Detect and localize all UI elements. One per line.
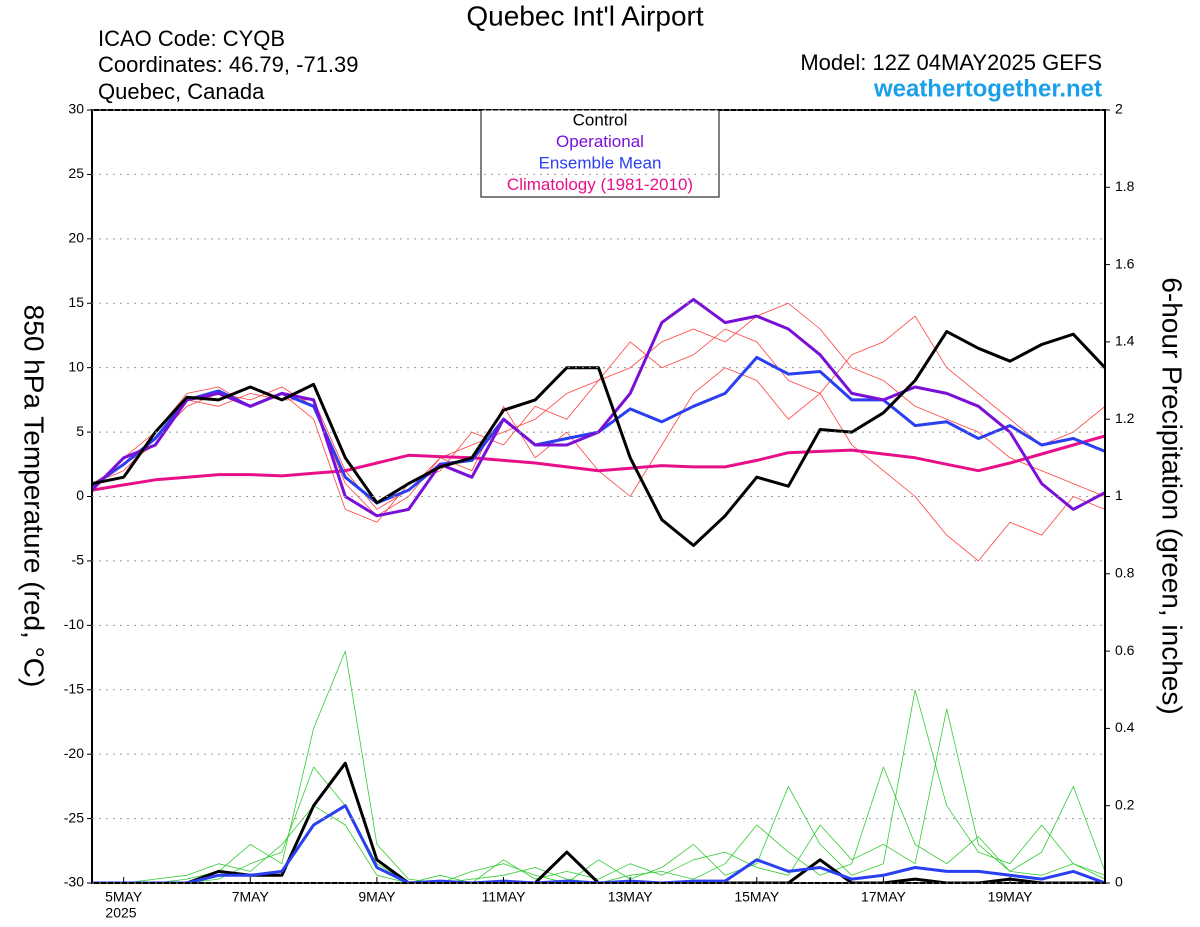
x-tick-label: 15MAY	[734, 889, 780, 905]
y2-tick-label: 2	[1115, 101, 1123, 117]
y2-axis-title: 6-hour Precipitation (green, inches)	[1157, 277, 1188, 714]
legend-entry: Control	[573, 110, 628, 129]
y2-tick-label: 1.6	[1115, 255, 1135, 271]
y-tick-label: -10	[64, 616, 84, 632]
member-line	[92, 315, 1105, 523]
chart-title: Quebec Int'l Airport	[466, 0, 703, 31]
y-tick-label: -25	[64, 809, 84, 825]
y-tick-label: 5	[76, 423, 84, 439]
legend-entry: Ensemble Mean	[539, 153, 662, 172]
legend-entry: Operational	[556, 132, 644, 151]
series-line	[92, 330, 1105, 547]
y-tick-label: 25	[68, 165, 84, 181]
x-tick-label: 9MAY	[358, 889, 396, 905]
series-line	[92, 761, 1105, 883]
legend-entry: Climatology (1981-2010)	[507, 175, 693, 194]
series-line	[92, 297, 1105, 518]
plot-area	[92, 297, 1105, 883]
x-tick-label: 19MAY	[988, 889, 1034, 905]
x-year-label: 2025	[105, 905, 136, 921]
y-tick-label: -15	[64, 680, 84, 696]
info-line: Coordinates: 46.79, -71.39	[98, 52, 359, 77]
y-tick-label: -5	[72, 552, 85, 568]
y-tick-label: 0	[76, 487, 84, 503]
y2-tick-label: 1	[1115, 487, 1123, 503]
y2-tick-label: 1.4	[1115, 333, 1135, 349]
y-tick-label: 20	[68, 230, 84, 246]
y-tick-label: -20	[64, 745, 84, 761]
member-line	[92, 766, 1105, 883]
series-line	[92, 804, 1105, 883]
info-line: Quebec, Canada	[98, 79, 265, 104]
y2-tick-label: 0.2	[1115, 796, 1135, 812]
y2-tick-label: 0	[1115, 874, 1123, 890]
x-tick-label: 17MAY	[861, 889, 907, 905]
y-tick-label: 15	[68, 294, 84, 310]
y-tick-label: 10	[68, 358, 84, 374]
x-tick-label: 7MAY	[232, 889, 270, 905]
member-line	[92, 708, 1105, 883]
info-line: ICAO Code: CYQB	[98, 26, 285, 51]
series-line	[92, 434, 1105, 492]
y-tick-label: 30	[68, 101, 84, 117]
y-axis-title: 850 hPa Temperature (red, °C)	[19, 305, 50, 688]
x-tick-label: 13MAY	[608, 889, 654, 905]
x-tick-label: 11MAY	[482, 889, 526, 905]
y2-tick-label: 1.8	[1115, 178, 1135, 194]
y2-tick-label: 0.4	[1115, 719, 1135, 735]
site-label: weathertogether.net	[873, 75, 1102, 102]
member-line	[92, 650, 1105, 883]
model-label: Model: 12Z 04MAY2025 GEFS	[800, 50, 1102, 75]
legend-box	[480, 109, 720, 198]
y2-tick-label: 0.6	[1115, 642, 1135, 658]
y2-tick-label: 0.8	[1115, 565, 1135, 581]
y2-tick-label: 1.2	[1115, 410, 1135, 426]
x-tick-label: 5MAY	[105, 889, 143, 905]
y-tick-label: -30	[64, 874, 84, 890]
